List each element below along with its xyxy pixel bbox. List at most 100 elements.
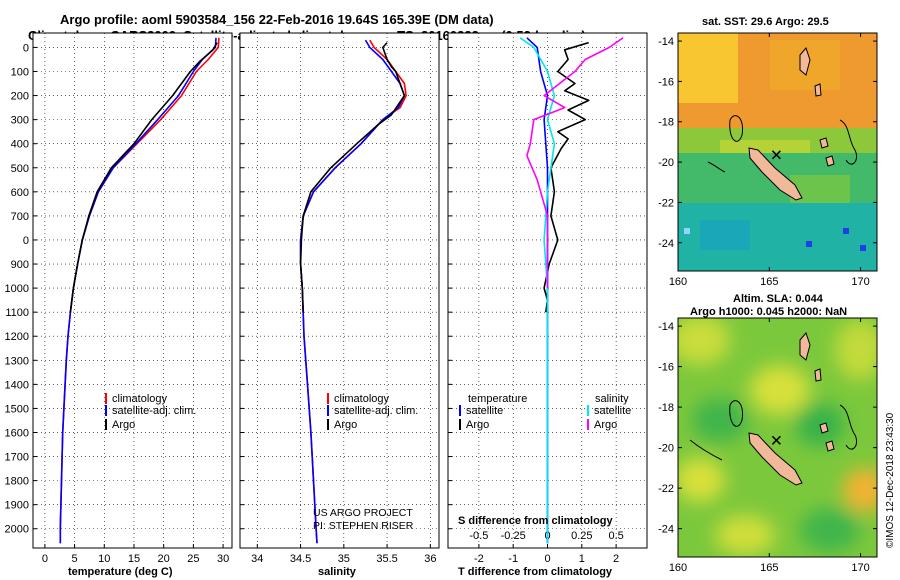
difference-legend: temperature satellite Argo salinity sate…: [459, 393, 631, 431]
depth-tick-label: 1100: [5, 307, 29, 319]
profile-line-salinity-argo: [526, 37, 624, 289]
sla-map-title-line2: Argo h1000: 0.045 h2000: NaN: [690, 306, 847, 318]
salinity-x-ticks: 34 34.5 35 35.5 36: [251, 553, 436, 565]
depth-tick-label: 100: [11, 67, 29, 79]
salinity-difference-ticks: -0.5 -0.25 0 0.25 0.5: [469, 530, 623, 542]
profile-line-argo: [299, 42, 406, 313]
x-tick-label: 25: [187, 553, 199, 565]
sst-map-frame: [677, 32, 878, 272]
depth-tick-label: 400: [11, 139, 29, 151]
sst-map-panel: sat. SST: 29.6 Argo: 29.5: [658, 16, 878, 288]
sst-cold-pixel: [684, 228, 690, 234]
lat-tick-label: -20: [658, 443, 674, 455]
depth-tick-label: 1800: [5, 476, 29, 488]
x-tick-label: 34.5: [290, 553, 311, 565]
x-tick-label: 35: [338, 553, 350, 565]
difference-panel: -2 -1 0 1 2 -0.5 -0.25 0 0.25 0.5 T difference f…: [447, 32, 648, 578]
s-diff-tick-label: -0.25: [501, 530, 526, 542]
figure-title-line1: Argo profile: aoml 5903584_156 22-Feb-20…: [60, 12, 494, 27]
legend-argo: Argo: [334, 419, 357, 431]
x-tick-label: 20: [158, 553, 170, 565]
sla-high-blob: [678, 318, 730, 365]
depth-tick-label: 1300: [5, 355, 29, 367]
x-tick-label: -1: [508, 553, 518, 565]
vanuatu-island: [799, 332, 811, 361]
temperature-grid: [33, 33, 232, 548]
sla-map-title-line1: Altim. SLA: 0.044: [733, 293, 824, 305]
legend-temperature-heading: temperature: [468, 393, 527, 405]
legend-t-argo: Argo: [466, 419, 489, 431]
depth-tick-label: 500: [11, 163, 29, 175]
salinity-grid: [240, 33, 439, 548]
salinity-panel: 34 34.5 35 35.5 36 salinity climatology sate…: [239, 32, 440, 578]
sst-cool-patch: [700, 220, 750, 250]
depth-tick-label: 1200: [5, 331, 29, 343]
lon-tick-label: 170: [851, 276, 869, 288]
x-tick-label: 36: [424, 553, 436, 565]
lat-tick-label: -16: [658, 76, 674, 88]
sla-map-panel: Altim. SLA: 0.044 Argo h1000: 0.045 h200…: [658, 293, 878, 574]
lat-tick-label: -22: [658, 197, 674, 209]
lat-tick-label: -16: [658, 362, 674, 374]
temperature-x-label: temperature (deg C): [68, 566, 173, 578]
new-caledonia-island: [748, 147, 803, 201]
sla-high-blob: [835, 320, 877, 380]
legend-climatology: climatology: [112, 393, 168, 405]
difference-grid: [448, 33, 647, 548]
depth-tick-label: 300: [11, 115, 29, 127]
depth-tick-label: 1600: [5, 427, 29, 439]
difference-x-ticks: -2 -1 0 1 2: [474, 553, 619, 565]
sla-map-field: [678, 318, 877, 557]
vanuatu-island: [799, 47, 811, 76]
depth-tick-label: 1000: [5, 283, 29, 295]
lon-tick-label: 170: [851, 562, 869, 574]
sst-cold-pixel: [860, 245, 866, 251]
x-tick-label: 0: [544, 553, 550, 565]
argo-marker-stroke: [771, 435, 781, 445]
sla-high-blob: [715, 515, 775, 555]
legend-salinity-heading: salinity: [595, 393, 629, 405]
depth-tick-label: 2000: [5, 524, 29, 536]
depth-tick-label: 700: [11, 211, 29, 223]
x-tick-label: 2: [613, 553, 619, 565]
depth-tick-label: 200: [11, 91, 29, 103]
profile-line-salinity-satellite: [519, 37, 556, 544]
sst-map-ticks: -14 -16 -18 -20 -22 -24 160 165 170: [658, 33, 877, 288]
sst-map-title: sat. SST: 29.6 Argo: 29.5: [702, 16, 829, 28]
x-tick-label: 35.5: [376, 553, 397, 565]
legend-s-argo: Argo: [594, 419, 617, 431]
sst-cold-pixel: [843, 228, 849, 234]
difference-profiles: [519, 37, 624, 544]
sla-anomaly-blobs: [678, 318, 877, 555]
s-diff-tick-label: -0.5: [469, 530, 488, 542]
temperature-legend: climatology satellite-adj. clim. Argo: [105, 393, 196, 431]
loyalty-island: [819, 422, 829, 434]
temperature-profiles: [59, 37, 220, 544]
legend-t-satellite: satellite: [466, 405, 503, 417]
vanuatu-island: [814, 83, 822, 97]
profile-line-temperature-argo: [543, 41, 590, 313]
sla-high-blob: [750, 365, 810, 415]
sla-map-ticks: -14 -16 -18 -20 -22 -24 160 165 170: [658, 318, 877, 574]
sla-high-blob: [678, 458, 725, 502]
salinity-plot-frame: [239, 32, 440, 549]
pi-credit: PI: STEPHEN RISER: [313, 520, 414, 532]
difference-x-label: T difference from climatology: [458, 566, 613, 578]
lat-tick-label: -18: [658, 117, 674, 129]
depth-tick-label: 0: [23, 42, 29, 54]
vanuatu-island: [814, 368, 822, 382]
x-tick-label: 1: [579, 553, 585, 565]
reef-contour: [689, 439, 723, 461]
sst-warm-patch-a: [678, 33, 738, 103]
lat-tick-label: -24: [658, 238, 674, 250]
imos-credit: ©IMOS 12-Dec-2018 23:43:30: [885, 412, 896, 548]
x-tick-label: 0: [42, 553, 48, 565]
depth-tick-label: 1400: [5, 379, 29, 391]
x-tick-label: 5: [72, 553, 78, 565]
argo-position-marker: [771, 150, 781, 160]
x-tick-label: 34: [251, 553, 263, 565]
salinity-profiles: [299, 39, 407, 544]
profile-line-argo: [69, 42, 218, 313]
